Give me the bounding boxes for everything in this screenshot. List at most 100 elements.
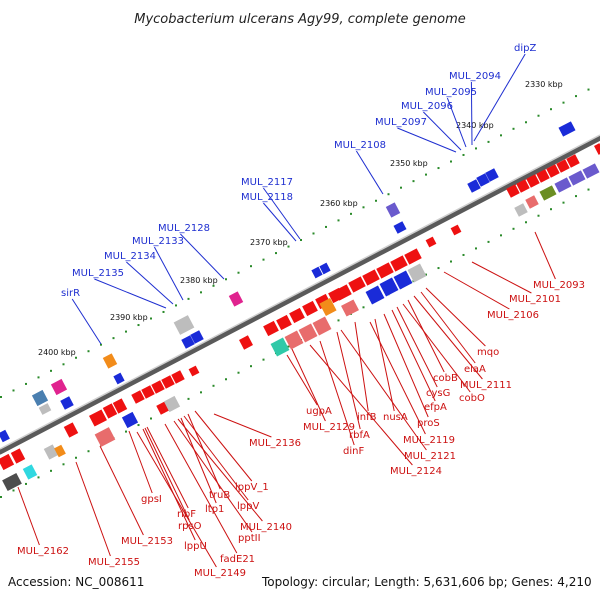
scale-dot xyxy=(425,273,427,276)
gene-feature xyxy=(582,163,600,179)
reverse-gene-label: MUL_2155 xyxy=(88,557,140,568)
reverse-connector xyxy=(471,261,532,294)
reverse-gene-label: cobB xyxy=(433,373,458,384)
scale-dot xyxy=(212,384,215,387)
reverse-connector xyxy=(136,431,217,568)
reverse-connector xyxy=(354,321,369,412)
forward-gene-label: MUL_2128 xyxy=(158,223,210,234)
scale-dot xyxy=(475,247,477,250)
reverse-gene-label: ugpA xyxy=(306,406,332,417)
forward-gene-label: MUL_2096 xyxy=(401,101,453,112)
reverse-connector xyxy=(420,291,476,364)
scale-dot xyxy=(250,265,252,268)
reverse-connector xyxy=(146,426,189,509)
scale-dot xyxy=(512,227,515,230)
gene-labels: dipZ MUL_2094 MUL_2095 MUL_2096 MUL_2097 MUL_… xyxy=(17,43,585,579)
gene-feature xyxy=(526,174,540,188)
reverse-gene-label: rbfA xyxy=(349,430,370,441)
gene-feature xyxy=(525,195,539,209)
gene-feature xyxy=(163,395,181,413)
forward-connector xyxy=(397,127,457,153)
scale-dot xyxy=(125,330,127,333)
reverse-gene-label: MUL_2119 xyxy=(403,435,455,446)
scale-dot xyxy=(25,482,27,485)
reverse-gene-label: lppV xyxy=(237,501,259,512)
reverse-connector xyxy=(213,413,272,438)
gene-feature xyxy=(50,378,68,396)
gene-feature xyxy=(121,411,139,429)
reverse-connector xyxy=(413,295,483,380)
gene-feature xyxy=(362,269,380,286)
scale-dot xyxy=(337,219,340,222)
forward-connector xyxy=(470,81,473,146)
gene-feature xyxy=(348,276,366,293)
scale-dot xyxy=(525,121,527,124)
forward-connector xyxy=(355,150,384,195)
gene-feature xyxy=(102,403,118,419)
forward-connector xyxy=(263,202,297,242)
reverse-gene-label: proS xyxy=(417,418,440,429)
reverse-gene-label: MUL_2093 xyxy=(533,280,585,291)
scale-dot xyxy=(187,397,190,400)
label-connectors xyxy=(17,53,556,568)
scale-dot xyxy=(50,369,52,372)
scale-dot xyxy=(500,234,502,237)
gene-feature xyxy=(298,323,318,343)
scale-dot xyxy=(0,396,2,398)
scale-dot xyxy=(162,310,165,313)
scale-dot xyxy=(575,95,577,98)
scale-dot xyxy=(450,260,452,263)
backbone-highlight xyxy=(0,134,600,450)
reverse-connector xyxy=(319,340,355,446)
forward-gene-label: dipZ xyxy=(514,43,536,54)
gene-feature xyxy=(311,266,323,279)
scale-dot xyxy=(375,199,377,202)
reverse-connector xyxy=(286,354,318,406)
forward-gene-label: MUL_2117 xyxy=(241,177,293,188)
gene-feature xyxy=(54,444,66,458)
forward-connector xyxy=(473,53,526,142)
scale-dot xyxy=(200,391,202,394)
gene-feature xyxy=(319,262,331,275)
gene-feature xyxy=(263,320,279,337)
reverse-connector xyxy=(534,231,556,280)
gene-feature xyxy=(390,255,408,272)
forward-gene-label: sirR xyxy=(61,288,80,299)
gene-feature xyxy=(556,159,570,173)
reverse-connector xyxy=(407,299,445,373)
reverse-connector xyxy=(340,329,427,451)
scale-dot xyxy=(150,417,152,420)
gene-feature xyxy=(485,168,499,182)
reverse-connector xyxy=(383,313,429,418)
gene-feature xyxy=(566,154,580,168)
gene-feature xyxy=(239,335,253,350)
gene-feature xyxy=(450,224,462,236)
gene-feature xyxy=(539,185,557,201)
gene-feature xyxy=(506,184,520,198)
gene-feature xyxy=(516,179,530,193)
gene-features xyxy=(0,121,600,492)
scale-dot xyxy=(112,337,115,340)
reverse-connector xyxy=(391,309,436,402)
reverse-connector xyxy=(187,413,221,490)
scale-dot xyxy=(25,382,27,385)
gene-feature xyxy=(31,389,49,407)
forward-connector xyxy=(446,97,467,148)
gene-feature xyxy=(94,427,116,447)
reverse-connector xyxy=(443,271,510,310)
scale-dot xyxy=(275,252,277,255)
scale-dot xyxy=(337,319,340,322)
scale-dot xyxy=(150,317,152,320)
reverse-gene-label: MUL_2162 xyxy=(17,546,69,557)
scale-dot xyxy=(587,188,590,191)
reverse-gene-label: mqo xyxy=(477,347,499,358)
forward-connector xyxy=(71,298,102,345)
reverse-gene-label: nusA xyxy=(383,412,408,423)
forward-gene-label: MUL_2094 xyxy=(449,71,501,82)
gene-feature xyxy=(173,315,195,335)
gene-feature xyxy=(10,448,26,464)
gene-feature xyxy=(341,299,359,317)
scale-dot xyxy=(500,134,502,137)
scale-dot xyxy=(262,258,265,261)
